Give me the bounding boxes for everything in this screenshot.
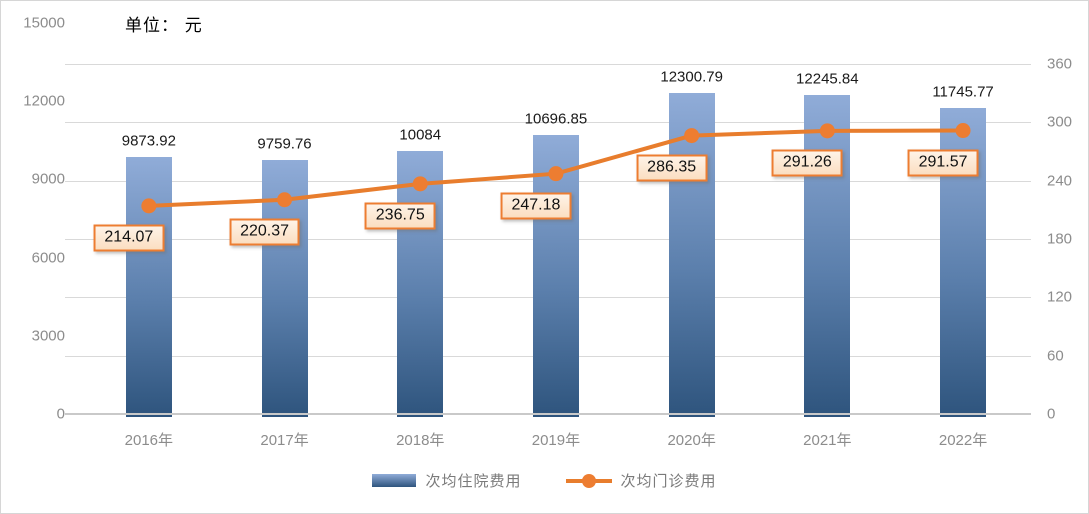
right-axis-tick-label: 0 [1047, 405, 1056, 423]
line-marker-2017年[interactable] [277, 192, 293, 208]
bar-2016年[interactable] [125, 156, 172, 417]
legend-label-line-series: 次均门诊费用 [620, 473, 717, 490]
line-marker-2021年[interactable] [819, 123, 835, 139]
line-value-label[interactable]: 291.26 [771, 149, 843, 177]
x-axis-label-2021年: 2021年 [803, 432, 852, 449]
line-marker-2016年[interactable] [141, 198, 157, 214]
legend: 次均住院费用 次均门诊费用 [1, 470, 1088, 491]
bar-value-label: 9759.76 [257, 135, 312, 153]
right-axis-tick-label: 60 [1047, 347, 1064, 365]
bar-value-label: 10084 [399, 126, 442, 144]
bar-value-label: 12300.79 [660, 68, 723, 86]
bar-value-label: 12245.84 [796, 70, 859, 88]
x-axis-label-2018年: 2018年 [396, 432, 445, 449]
left-axis-tick-label: 6000 [31, 249, 65, 267]
left-axis-tick-label: 9000 [31, 170, 65, 188]
unit-label: 单位： 元 [125, 16, 203, 35]
line-value-label[interactable]: 214.07 [93, 224, 165, 252]
line-value-label[interactable]: 286.35 [636, 154, 708, 182]
right-axis-tick-label: 240 [1047, 172, 1073, 190]
line-value-label[interactable]: 236.75 [364, 202, 436, 230]
x-axis-label-2020年: 2020年 [667, 432, 716, 449]
gridline [65, 122, 1031, 124]
line-series-swatch-icon [565, 473, 612, 488]
legend-item-bar-series[interactable]: 次均住院费用 [372, 470, 521, 491]
left-axis-tick-label: 15000 [23, 14, 65, 32]
x-axis-line [65, 413, 1031, 415]
left-axis-tick-label: 3000 [31, 327, 65, 345]
left-axis-tick-label: 0 [56, 405, 65, 423]
line-marker-2019年[interactable] [548, 166, 564, 182]
legend-item-line-series[interactable]: 次均门诊费用 [565, 470, 717, 491]
x-axis-label-2019年: 2019年 [531, 432, 581, 449]
line-value-label[interactable]: 220.37 [229, 218, 301, 246]
bar-value-label: 10696.85 [524, 110, 588, 128]
x-axis-label-2017年: 2017年 [260, 432, 309, 449]
bar-value-label: 11745.77 [932, 83, 994, 101]
bar-value-label: 9873.92 [121, 132, 176, 150]
right-axis-tick-label: 120 [1047, 288, 1073, 306]
right-axis-tick-label: 360 [1047, 55, 1073, 73]
x-axis-label-2016年: 2016年 [124, 432, 174, 449]
gridline [65, 64, 1031, 65]
right-axis-tick-label: 180 [1047, 230, 1073, 248]
left-axis-tick-label: 12000 [23, 92, 65, 110]
right-axis-tick-label: 300 [1047, 113, 1073, 131]
line-marker-2022年[interactable] [955, 123, 971, 139]
x-axis-label-2022年: 2022年 [938, 432, 988, 449]
legend-label-bar-series: 次均住院费用 [425, 473, 522, 490]
line-value-label[interactable]: 291.57 [907, 149, 979, 177]
line-marker-2018年[interactable] [412, 176, 428, 192]
bar-2021年[interactable] [804, 94, 851, 417]
bar-series-swatch-icon [372, 474, 417, 487]
line-value-label[interactable]: 247.18 [500, 192, 572, 220]
line-marker-icon [581, 473, 596, 488]
line-marker-2020年[interactable] [684, 128, 700, 144]
